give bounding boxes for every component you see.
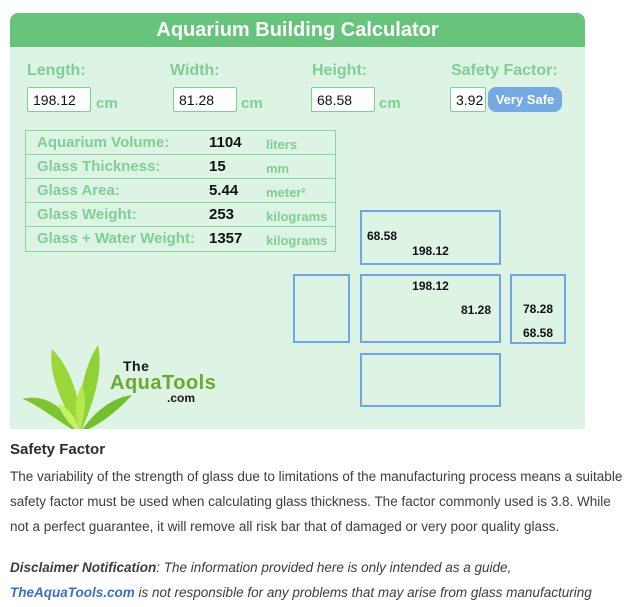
row-value: 15 <box>209 158 226 175</box>
info-body: The variability of the strength of glass… <box>10 469 623 534</box>
results-table: Aquarium Volume: 1104 liters Glass Thick… <box>25 130 336 252</box>
width-input[interactable] <box>173 87 237 112</box>
diagram-front-panel: 198.12 81.28 <box>360 274 501 343</box>
logo-text-com: .com <box>167 391 196 405</box>
app-header: Aquarium Building Calculator <box>10 13 585 47</box>
page-title: Aquarium Building Calculator <box>156 18 439 41</box>
disclaimer-text-2: is not responsible for any problems that… <box>138 585 592 600</box>
diagram-left-panel <box>293 274 350 343</box>
disclaimer-text-1: : The information provided here is only … <box>156 560 512 575</box>
length-unit: cm <box>96 95 118 112</box>
logo-text-the: The <box>123 358 150 374</box>
diagram-bottom-panel <box>360 353 501 407</box>
row-value: 5.44 <box>209 182 239 199</box>
table-row: Glass + Water Weight: 1357 kilograms <box>26 227 335 251</box>
calculator-panel: Length: cm Width: cm Height: cm Safety F… <box>10 47 585 429</box>
info-section: Safety Factor The variability of the str… <box>10 441 632 607</box>
dimension-label: 68.58 <box>522 326 554 340</box>
length-label: Length: <box>27 62 86 79</box>
row-unit: kilograms <box>266 233 328 248</box>
table-row: Glass Area: 5.44 meter² <box>26 179 335 203</box>
row-value: 1357 <box>209 230 243 247</box>
length-input[interactable] <box>27 87 91 112</box>
safety-factor-label: Safety Factor: <box>451 62 558 79</box>
row-label: Glass + Water Weight: <box>37 230 195 247</box>
table-row: Aquarium Volume: 1104 liters <box>26 131 335 155</box>
safety-status-button[interactable]: Very Safe <box>488 87 562 112</box>
row-value: 253 <box>209 206 235 223</box>
plant-logo-image <box>22 345 132 429</box>
row-unit: mm <box>266 161 290 176</box>
diagram-top-panel: 68.58 198.12 <box>360 210 501 265</box>
row-value: 1104 <box>209 134 242 151</box>
dimension-label: 198.12 <box>412 244 449 258</box>
row-unit: kilograms <box>266 209 328 224</box>
disclaimer-paragraph: Disclaimer Notification: The information… <box>10 555 632 607</box>
row-unit: meter² <box>266 185 306 200</box>
height-label: Height: <box>312 62 368 79</box>
dimension-label: 68.58 <box>367 229 398 243</box>
safety-factor-input[interactable] <box>450 87 486 112</box>
dimension-label: 78.28 <box>522 302 554 316</box>
row-unit: liters <box>266 137 298 152</box>
row-label: Glass Area: <box>37 182 120 199</box>
width-label: Width: <box>170 62 220 79</box>
diagram-side-panel: 78.28 68.58 <box>510 274 566 344</box>
width-unit: cm <box>241 95 263 112</box>
dimension-label: 198.12 <box>412 279 449 293</box>
table-row: Glass Weight: 253 kilograms <box>26 203 335 227</box>
table-row: Glass Thickness: 15 mm <box>26 155 335 179</box>
info-heading: Safety Factor <box>10 441 106 458</box>
row-label: Glass Thickness: <box>37 158 161 175</box>
height-input[interactable] <box>311 87 375 112</box>
row-label: Aquarium Volume: <box>37 134 170 151</box>
disclaimer-title: Disclaimer Notification <box>10 560 157 575</box>
theaquatools-link[interactable]: TheAquaTools.com <box>10 585 135 600</box>
height-unit: cm <box>379 95 401 112</box>
row-label: Glass Weight: <box>37 206 137 223</box>
dimension-label: 81.28 <box>460 303 491 317</box>
logo-text-aquatools: AquaTools <box>110 372 217 394</box>
